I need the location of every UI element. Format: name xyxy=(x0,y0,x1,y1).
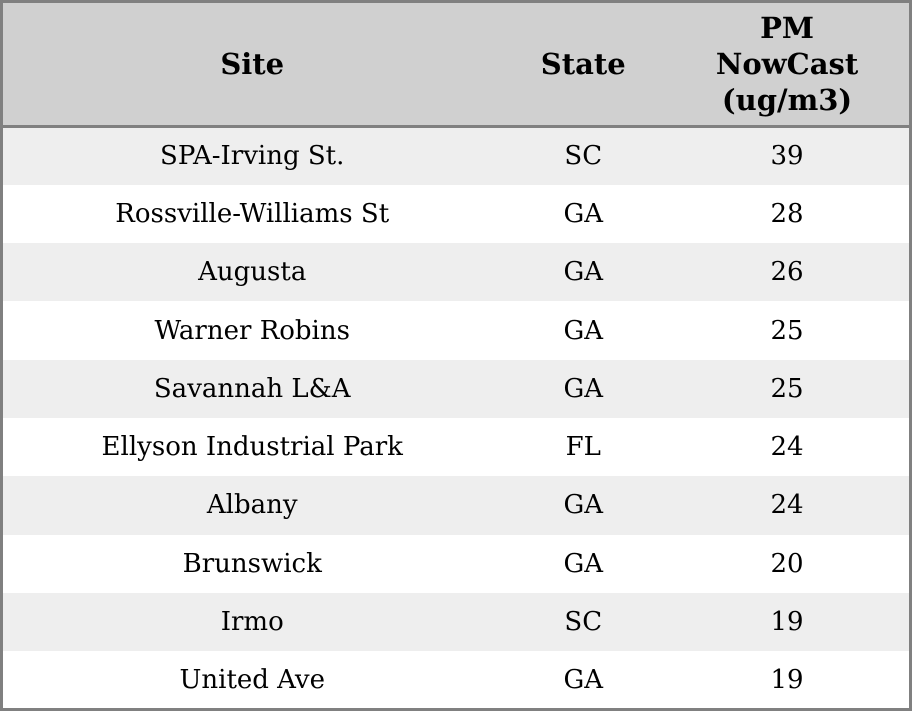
pm-cell: 20 xyxy=(770,548,804,579)
table-row: Irmo SC 19 xyxy=(1,592,911,652)
pm-cell: 25 xyxy=(770,373,804,404)
table-row: Savannah L&A GA 25 xyxy=(1,359,911,418)
table-row: Ellyson Industrial Park FL 24 xyxy=(1,417,911,477)
col-header-site: Site xyxy=(1,1,502,128)
table-row: SPA-Irving St. SC 39 xyxy=(1,126,911,185)
col-header-site-label: Site xyxy=(220,47,285,81)
site-cell: Augusta xyxy=(198,257,307,288)
site-cell: SPA-Irving St. xyxy=(160,141,345,172)
site-cell: Irmo xyxy=(220,607,284,638)
table-body: SPA-Irving St. SC 39 Rossville-Williams … xyxy=(1,126,911,710)
pm-cell: 26 xyxy=(770,257,804,288)
pm-cell: 25 xyxy=(770,315,804,346)
col-header-state-label: State xyxy=(540,47,626,81)
pm-cell: 39 xyxy=(770,141,804,172)
pm-cell: 24 xyxy=(770,490,804,521)
table-row: Augusta GA 26 xyxy=(1,243,911,302)
pm-cell: 19 xyxy=(770,607,804,638)
site-cell: Savannah L&A xyxy=(153,373,351,404)
state-cell: GA xyxy=(563,257,604,288)
site-cell: Albany xyxy=(206,490,298,521)
state-cell: GA xyxy=(563,373,604,404)
state-cell: SC xyxy=(564,607,603,638)
table-header: Site State PM NowCast (ug/m3) xyxy=(1,1,911,128)
site-cell: Brunswick xyxy=(182,548,322,579)
header-row: Site State PM NowCast (ug/m3) xyxy=(1,1,911,128)
table-row: United Ave GA 19 xyxy=(1,651,911,710)
table-row: Rossville-Williams St GA 28 xyxy=(1,184,911,244)
state-cell: GA xyxy=(563,198,604,229)
pm-cell: 19 xyxy=(770,664,804,695)
state-cell: SC xyxy=(564,141,603,172)
table-row: Albany GA 24 xyxy=(1,476,911,535)
col-header-pm-nowcast: PM NowCast (ug/m3) xyxy=(665,1,911,128)
pm-cell: 24 xyxy=(770,432,804,463)
pm-cell: 28 xyxy=(770,198,804,229)
col-header-state: State xyxy=(501,1,666,128)
state-cell: GA xyxy=(563,664,604,695)
state-cell: GA xyxy=(563,548,604,579)
site-cell: United Ave xyxy=(179,664,325,695)
site-cell: Warner Robins xyxy=(154,315,350,346)
col-header-pm-nowcast-label: PM NowCast (ug/m3) xyxy=(715,11,859,117)
state-cell: GA xyxy=(563,490,604,521)
site-cell: Rossville-Williams St xyxy=(115,198,390,229)
table-row: Brunswick GA 20 xyxy=(1,534,911,593)
state-cell: GA xyxy=(563,315,604,346)
table-row: Warner Robins GA 25 xyxy=(1,301,911,360)
state-cell: FL xyxy=(565,432,601,463)
site-cell: Ellyson Industrial Park xyxy=(101,432,403,463)
